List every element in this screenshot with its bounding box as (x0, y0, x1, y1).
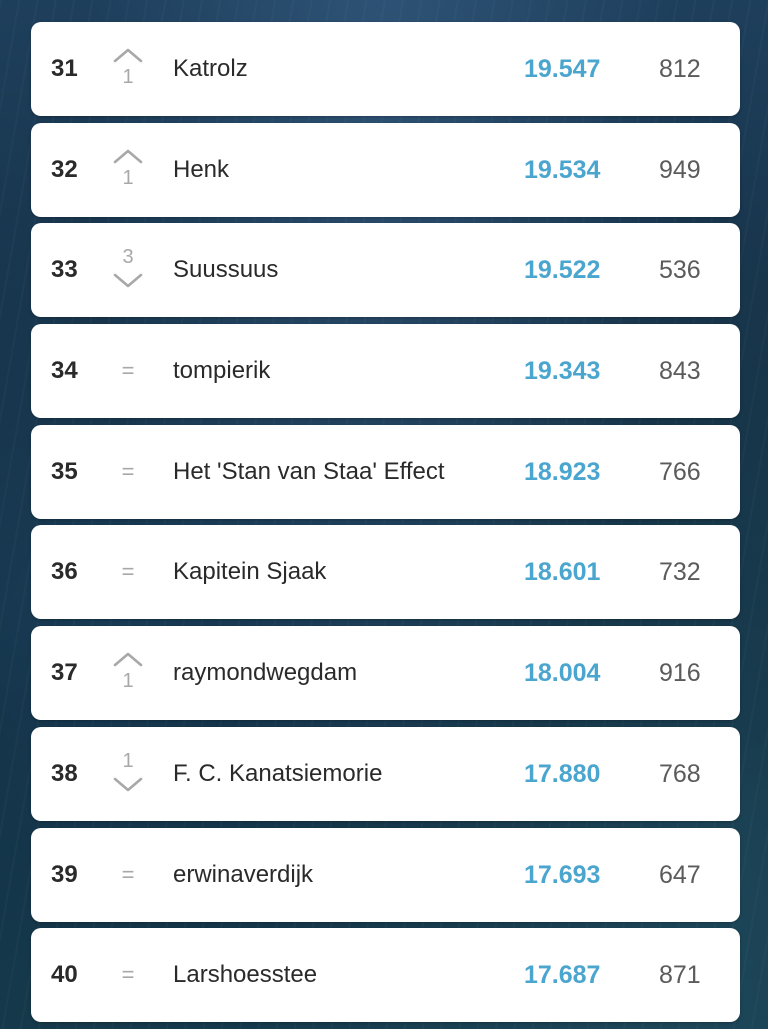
chevron-up-icon (113, 652, 143, 667)
rank-number: 40 (51, 961, 78, 989)
team-points: 18.923 (524, 457, 601, 486)
rank-change: 1 (111, 22, 145, 116)
standing-row[interactable]: 39 = erwinaverdijk 17.693 647 (31, 827, 740, 922)
team-name: erwinaverdijk (173, 860, 314, 888)
standing-row[interactable]: 37 1 raymondwegdam 18.004 916 (31, 626, 740, 721)
team-points: 17.880 (524, 759, 601, 788)
rank-change: 1 (111, 626, 145, 720)
rank-change: 1 (111, 123, 145, 217)
chevron-up-icon (113, 48, 143, 63)
team-name: F. C. Kanatsiemorie (173, 759, 383, 787)
rank-change-value: 1 (122, 66, 134, 88)
team-name: Larshoesstee (173, 961, 318, 989)
team-name: tompierik (173, 357, 271, 385)
rank-number: 33 (51, 256, 78, 284)
team-name: raymondwegdam (173, 659, 358, 687)
rank-change: = (111, 828, 145, 922)
rank-number: 35 (51, 457, 78, 485)
standing-row[interactable]: 35 = Het 'Stan van Staa' Effect 18.923 766 (31, 424, 740, 519)
team-value: 768 (659, 759, 701, 788)
rank-change-value: 1 (122, 166, 134, 189)
rank-change-value: 1 (122, 749, 134, 772)
team-name: Kapitein Sjaak (173, 558, 327, 586)
rank-number: 38 (51, 759, 78, 787)
team-name: Het 'Stan van Staa' Effect (173, 457, 445, 485)
equals-icon: = (121, 458, 135, 484)
standing-row[interactable]: 36 = Kapitein Sjaak 18.601 732 (31, 525, 740, 620)
standing-row[interactable]: 38 1 F. C. Kanatsiemorie 17.880 768 (31, 726, 740, 821)
team-value: 766 (659, 457, 701, 486)
rank-change: 3 (111, 223, 145, 317)
standings-list: 31 1 Katrolz 19.547 812 32 1 Henk 19.534 949 33 3 Su… (31, 22, 740, 1029)
team-value: 536 (659, 256, 701, 285)
equals-icon: = (121, 559, 135, 585)
equals-icon: = (121, 358, 135, 384)
team-value: 732 (659, 558, 701, 587)
team-name: Henk (173, 155, 230, 183)
team-points: 19.522 (524, 256, 601, 285)
team-name: Suussuus (173, 256, 279, 284)
chevron-down-icon (113, 777, 143, 792)
team-points: 19.343 (524, 357, 601, 386)
equals-icon: = (121, 861, 135, 887)
standing-row[interactable]: 40 = Larshoesstee 17.687 871 (31, 928, 740, 1023)
equals-icon: = (121, 962, 135, 988)
team-value: 647 (659, 860, 701, 889)
team-value: 916 (659, 659, 701, 688)
team-value: 871 (659, 961, 701, 990)
rank-change: = (111, 425, 145, 519)
chevron-down-icon (113, 274, 143, 288)
rank-change-value: 1 (122, 670, 134, 693)
rank-change: 1 (111, 727, 145, 821)
team-points: 17.687 (524, 961, 601, 990)
rank-number: 37 (51, 659, 78, 687)
standing-row[interactable]: 32 1 Henk 19.534 949 (31, 122, 740, 217)
standing-row[interactable]: 33 3 Suussuus 19.522 536 (31, 223, 740, 318)
chevron-up-icon (113, 149, 143, 163)
standing-row[interactable]: 34 = tompierik 19.343 843 (31, 324, 740, 419)
standing-row[interactable]: 31 1 Katrolz 19.547 812 (31, 22, 740, 116)
rank-change: = (111, 324, 145, 418)
rank-number: 34 (51, 357, 78, 385)
team-points: 19.547 (524, 55, 601, 83)
team-value: 843 (659, 357, 701, 386)
rank-number: 32 (51, 155, 78, 183)
team-points: 18.004 (524, 659, 601, 688)
rank-number: 36 (51, 558, 78, 586)
team-points: 17.693 (524, 860, 601, 889)
team-value: 949 (659, 155, 701, 184)
team-points: 18.601 (524, 558, 601, 587)
team-value: 812 (659, 55, 701, 83)
rank-number: 39 (51, 860, 78, 888)
rank-change: = (111, 928, 145, 1022)
rank-change-value: 3 (122, 246, 134, 269)
rank-number: 31 (51, 55, 78, 82)
team-name: Katrolz (173, 55, 248, 82)
rank-change: = (111, 525, 145, 619)
team-points: 19.534 (524, 155, 601, 184)
